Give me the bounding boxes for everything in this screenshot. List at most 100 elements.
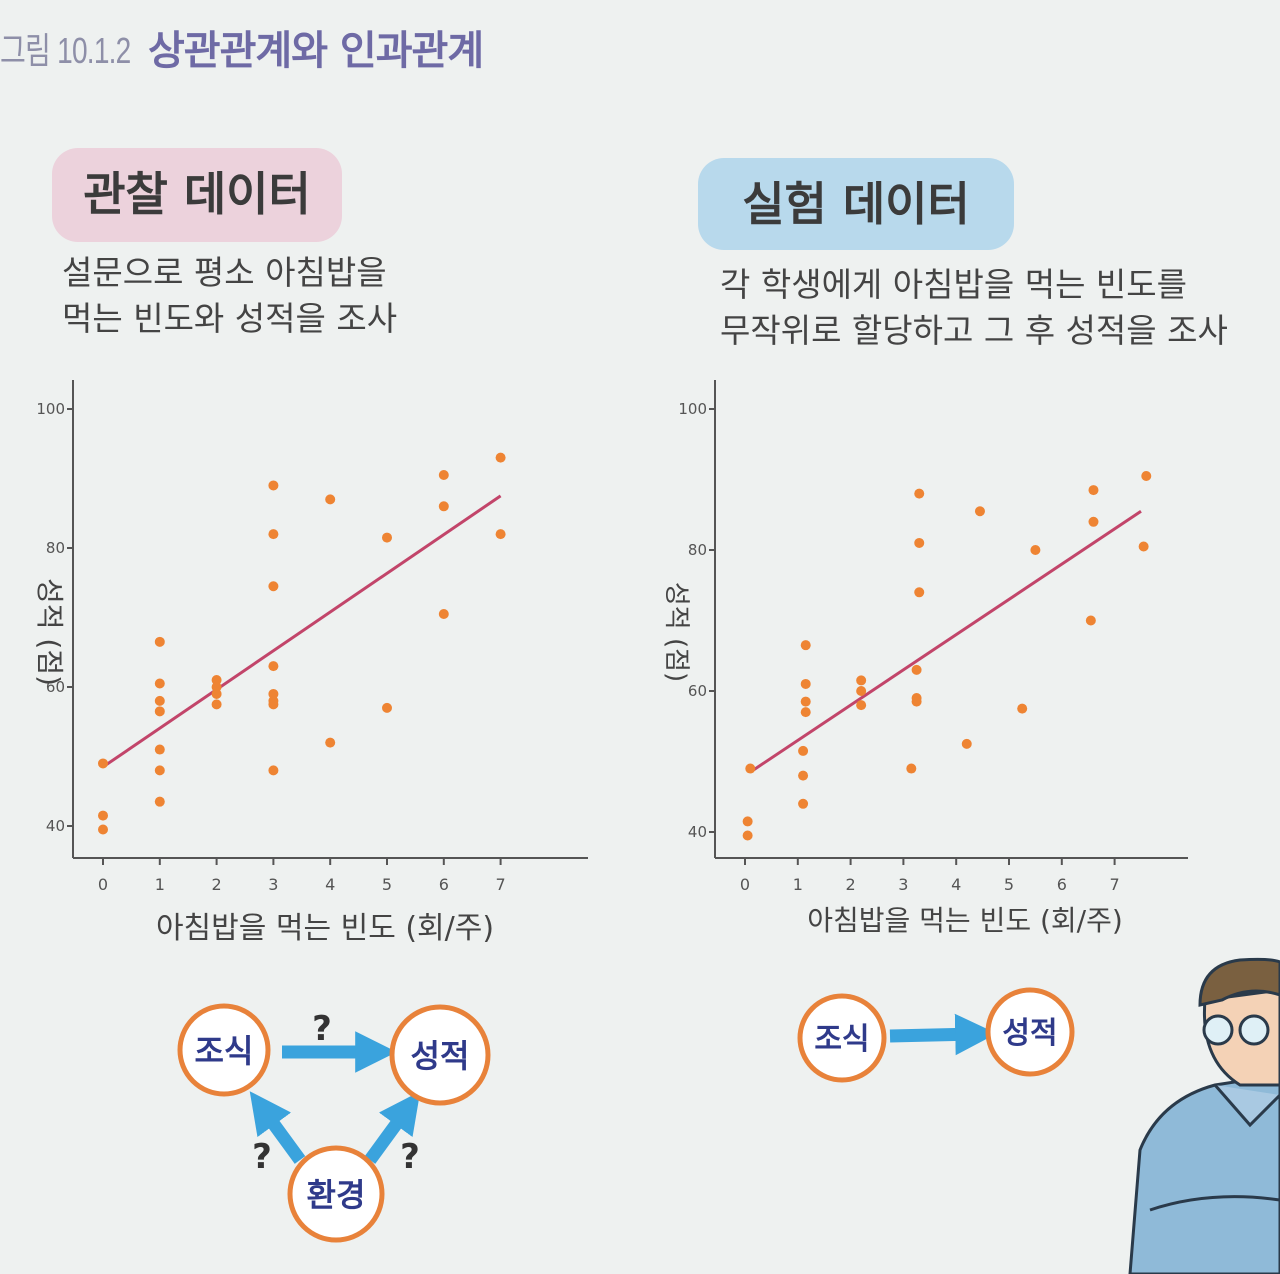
x-tick-label: 4 bbox=[325, 875, 335, 894]
x-tick-label: 4 bbox=[951, 875, 961, 894]
description-line: 무작위로 할당하고 그 후 성적을 조사 bbox=[720, 311, 1228, 350]
data-point bbox=[742, 830, 753, 841]
data-point bbox=[268, 699, 279, 710]
data-point bbox=[1138, 541, 1149, 552]
description-line: 설문으로 평소 아침밥을 bbox=[62, 253, 387, 292]
data-point bbox=[1085, 615, 1096, 626]
experimental-description: 각 학생에게 아침밥을 먹는 빈도를 무작위로 할당하고 그 후 성적을 조사 bbox=[720, 262, 1228, 354]
y-axis-label: 성적 (점) bbox=[33, 578, 66, 686]
data-point bbox=[745, 763, 756, 774]
glasses-icon bbox=[1202, 1014, 1234, 1046]
data-point bbox=[914, 488, 925, 499]
data-point bbox=[1030, 545, 1041, 555]
x-tick-label: 5 bbox=[382, 875, 392, 894]
data-point bbox=[325, 494, 336, 505]
y-tick-label: 40 bbox=[688, 823, 707, 841]
x-axis-label: 아침밥을 먹는 빈도 (회/주) bbox=[156, 911, 494, 946]
data-point bbox=[154, 744, 165, 755]
trend-line bbox=[102, 494, 502, 769]
data-point bbox=[154, 636, 165, 647]
x-tick-label: 0 bbox=[98, 875, 108, 894]
breakfast-node bbox=[797, 993, 887, 1083]
description-line: 각 학생에게 아침밥을 먹는 빈도를 bbox=[720, 265, 1187, 304]
data-point bbox=[438, 501, 449, 512]
data-point bbox=[914, 537, 925, 548]
data-point bbox=[961, 738, 972, 749]
data-point bbox=[800, 640, 811, 651]
x-tick-label: 6 bbox=[439, 875, 449, 894]
data-point bbox=[211, 682, 222, 692]
shirt-shape bbox=[1128, 1073, 1280, 1274]
trend-line bbox=[749, 509, 1142, 774]
data-point bbox=[974, 506, 985, 517]
y-tick-label: 100 bbox=[36, 400, 65, 418]
grades-node-label: 성적 bbox=[1002, 1016, 1057, 1051]
environment-to-grades-arrow bbox=[364, 1091, 421, 1164]
x-tick-label: 2 bbox=[846, 875, 856, 894]
observational-causal-diagram: 조식 성적 환경 ? ? ? bbox=[177, 1003, 491, 1243]
y-tick-label: 60 bbox=[46, 678, 65, 696]
data-point bbox=[154, 695, 165, 706]
data-point bbox=[800, 707, 811, 718]
x-axis-label: 아침밥을 먹는 빈도 (회/주) bbox=[807, 904, 1123, 937]
breakfast-to-grades-arrow bbox=[889, 1013, 997, 1056]
breakfast-node-label: 조식 bbox=[814, 1022, 869, 1057]
data-point bbox=[1088, 485, 1099, 496]
scientist-illustration bbox=[1128, 957, 1280, 1274]
data-point bbox=[154, 678, 165, 689]
x-tick-label: 1 bbox=[793, 875, 803, 894]
question-mark: ? bbox=[400, 1137, 420, 1177]
environment-node bbox=[287, 1145, 385, 1243]
experimental-scatter-chart: 40 60 80 100 0 1 2 3 4 5 6 7 아침밥을 먹는 빈도 (회/주) 성적 (점) bbox=[661, 380, 1188, 937]
grades-node bbox=[985, 987, 1075, 1077]
x-tick-label: 1 bbox=[155, 875, 165, 894]
x-tick-label: 2 bbox=[212, 875, 222, 894]
hair-shape bbox=[1198, 957, 1280, 1007]
data-point bbox=[268, 688, 279, 699]
experimental-data-badge: 실험 데이터 bbox=[698, 158, 1014, 250]
glasses-icon bbox=[1238, 1014, 1270, 1046]
data-point bbox=[911, 664, 922, 675]
x-tick-label: 7 bbox=[1110, 875, 1120, 894]
data-point bbox=[154, 706, 165, 717]
environment-to-breakfast-arrow bbox=[249, 1091, 306, 1164]
description-line: 먹는 빈도와 성적을 조사 bbox=[62, 299, 398, 338]
data-point bbox=[268, 765, 279, 776]
data-point bbox=[914, 587, 925, 598]
data-point bbox=[798, 798, 809, 809]
data-point bbox=[495, 529, 506, 540]
data-point bbox=[911, 696, 922, 707]
data-point bbox=[98, 758, 108, 769]
data-point bbox=[856, 700, 867, 711]
y-tick-label: 80 bbox=[46, 539, 65, 557]
data-point bbox=[1017, 703, 1028, 714]
y-tick-label: 100 bbox=[678, 400, 707, 418]
figure-number: 그림 10.1.2 bbox=[0, 30, 131, 71]
x-tick-label: 3 bbox=[268, 875, 278, 894]
observational-data-badge: 관찰 데이터 bbox=[52, 148, 342, 242]
figure-title: 상관관계와 인과관계 bbox=[148, 28, 484, 74]
breakfast-node bbox=[177, 1003, 271, 1097]
grades-node bbox=[389, 1004, 491, 1106]
data-point bbox=[1088, 516, 1099, 527]
experimental-causal-diagram: 조식 성적 bbox=[797, 987, 1075, 1083]
data-point bbox=[382, 702, 392, 713]
x-tick-label: 0 bbox=[740, 875, 750, 894]
y-tick-label: 80 bbox=[688, 541, 707, 559]
collar-shape bbox=[1213, 1084, 1280, 1128]
question-mark: ? bbox=[312, 1009, 332, 1049]
data-point bbox=[495, 452, 506, 463]
breakfast-node-label: 조식 bbox=[195, 1032, 254, 1070]
x-tick-label: 6 bbox=[1057, 875, 1067, 894]
data-point bbox=[856, 686, 867, 696]
y-axis-label: 성적 (점) bbox=[661, 582, 691, 682]
data-point bbox=[268, 581, 279, 592]
x-tick-label: 5 bbox=[1004, 875, 1014, 894]
data-point bbox=[325, 737, 336, 748]
data-point bbox=[98, 810, 108, 821]
data-point bbox=[382, 532, 392, 543]
data-point bbox=[211, 688, 222, 699]
data-point bbox=[798, 770, 809, 781]
